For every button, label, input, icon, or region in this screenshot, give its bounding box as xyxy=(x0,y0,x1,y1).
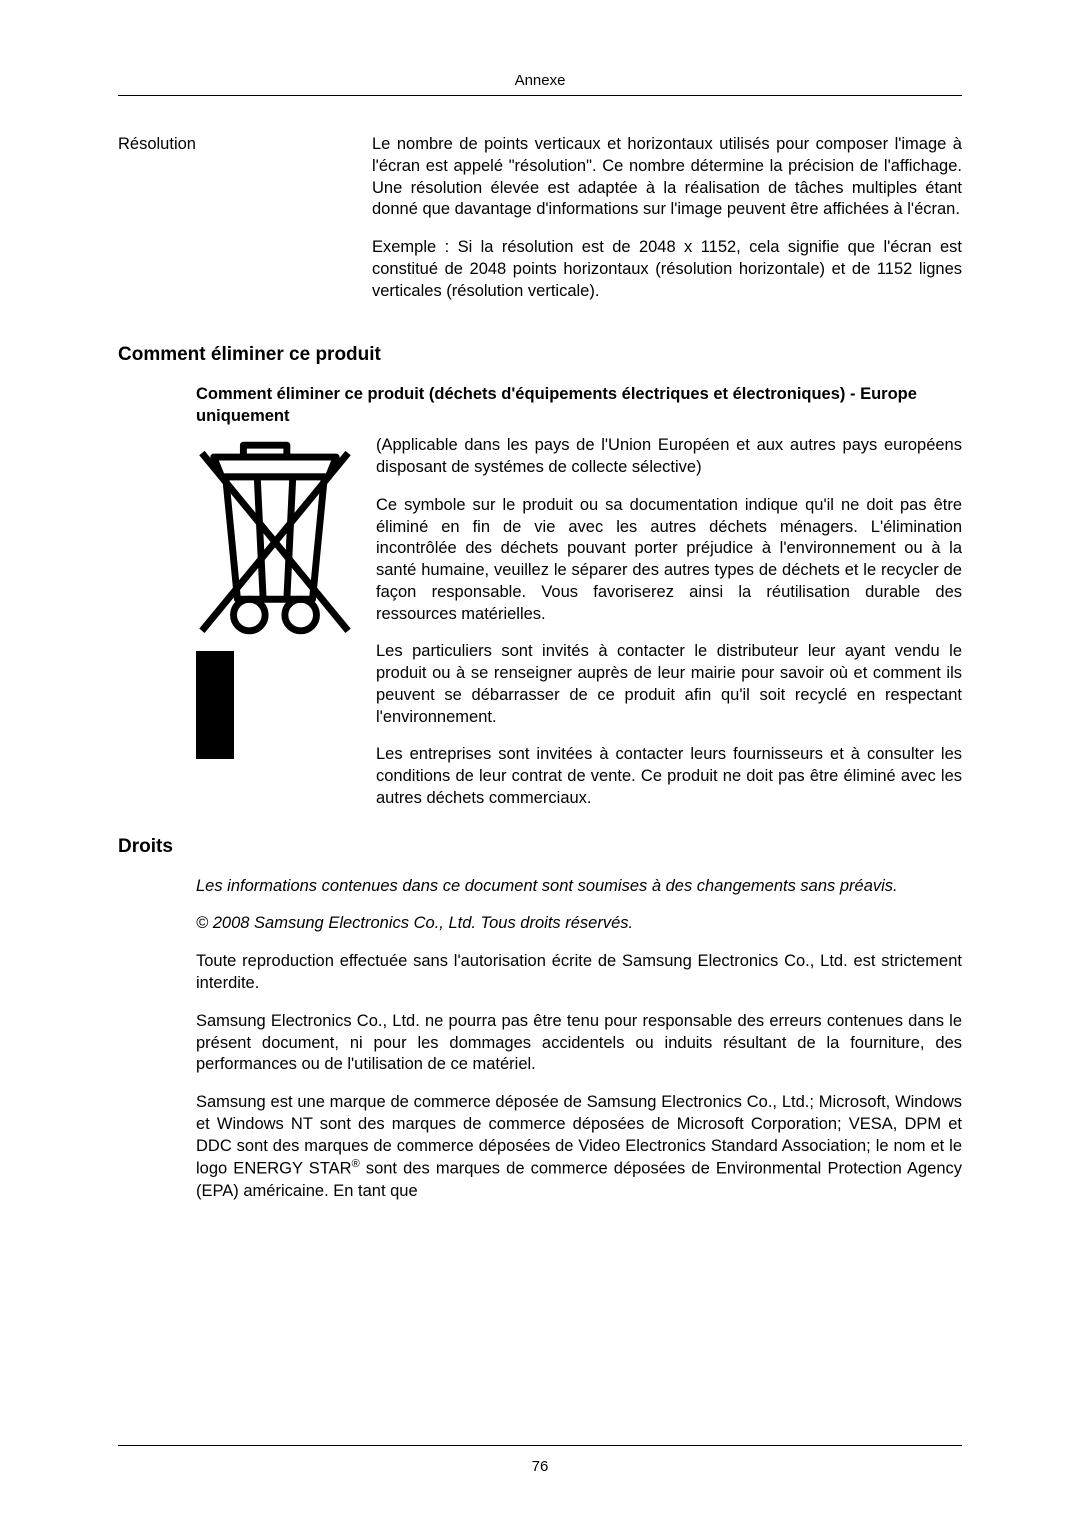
disposal-para-1: (Applicable dans les pays de l'Union Eur… xyxy=(376,435,962,479)
disposal-para-4: Les entreprises sont invitées à contacte… xyxy=(376,744,962,809)
rights-para-4: Samsung Electronics Co., Ltd. ne pourra … xyxy=(196,1011,962,1076)
subheading-block: Comment éliminer ce produit (déchets d'é… xyxy=(196,384,962,435)
page-footer: 76 xyxy=(118,1445,962,1475)
resolution-para-2: Exemple : Si la résolution est de 2048 x… xyxy=(372,237,962,302)
page-number: 76 xyxy=(532,1458,549,1475)
section-heading-disposal: Comment éliminer ce produit xyxy=(118,344,962,366)
disposal-text-column: (Applicable dans les pays de l'Union Eur… xyxy=(376,435,962,825)
rights-para-5: Samsung est une marque de commerce dépos… xyxy=(196,1092,962,1202)
section-subheading-disposal: Comment éliminer ce produit (déchets d'é… xyxy=(196,384,962,427)
registered-mark: ® xyxy=(352,1158,360,1170)
resolution-para-1: Le nombre de points verticaux et horizon… xyxy=(372,134,962,221)
definition-term: Résolution xyxy=(118,134,372,318)
disposal-image-column xyxy=(196,435,354,825)
rights-para-3: Toute reproduction effectuée sans l'auto… xyxy=(196,951,962,995)
black-bar-graphic xyxy=(196,651,234,759)
rights-para-2: © 2008 Samsung Electronics Co., Ltd. Tou… xyxy=(196,913,962,935)
disposal-content-row: (Applicable dans les pays de l'Union Eur… xyxy=(196,435,962,825)
page-header: Annexe xyxy=(118,72,962,96)
flex-spacer xyxy=(118,1218,962,1445)
rights-body: Les informations contenues dans ce docum… xyxy=(196,876,962,1219)
definition-body: Le nombre de points verticaux et horizon… xyxy=(372,134,962,318)
rights-para-1: Les informations contenues dans ce docum… xyxy=(196,876,962,898)
disposal-para-3: Les particuliers sont invités à contacte… xyxy=(376,641,962,728)
definition-row-resolution: Résolution Le nombre de points verticaux… xyxy=(118,134,962,318)
section-heading-rights: Droits xyxy=(118,836,962,858)
header-text: Annexe xyxy=(515,72,566,89)
weee-bin-icon xyxy=(196,441,354,639)
disposal-para-2: Ce symbole sur le produit ou sa document… xyxy=(376,495,962,626)
